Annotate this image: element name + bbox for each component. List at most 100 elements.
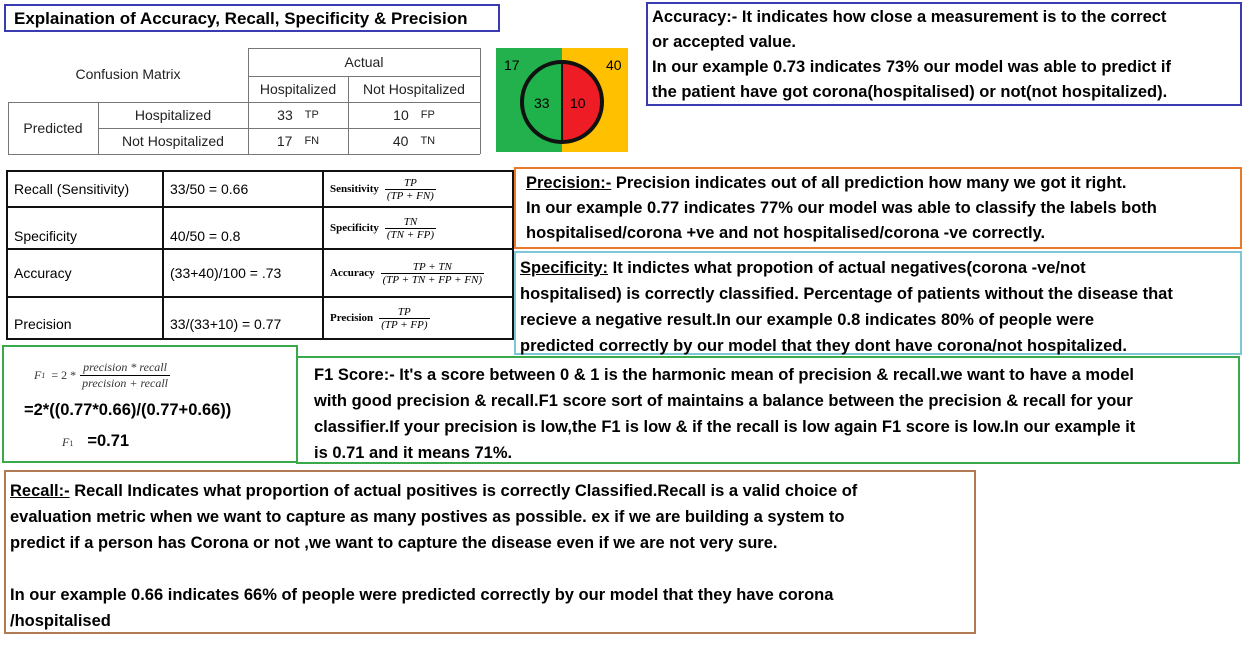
accuracy-num: TP + TN: [412, 260, 452, 273]
f1-result: =0.71: [87, 432, 130, 450]
precision-formula: Precision TP (TP + FP): [324, 298, 512, 338]
specificity-heading: Specificity:: [520, 259, 609, 277]
page-title: Explaination of Accuracy, Recall, Specif…: [4, 4, 500, 32]
col-not-hospitalized: Not Hospitalized: [363, 81, 465, 97]
specificity-line: recieve a negative result.In our example…: [520, 311, 1095, 329]
cm-divider: [248, 48, 249, 154]
cm-divider: [480, 48, 481, 154]
cm-divider: [248, 48, 480, 49]
confusion-pie-graphic: 17 40 33 10: [496, 48, 628, 152]
tn-label: TN: [420, 135, 436, 147]
f1-line: classifier.If your precision is low,the …: [314, 418, 1136, 436]
recall-den: (TP + FN): [384, 188, 436, 202]
precision-heading: Precision:-: [526, 174, 612, 192]
precision-line1-text: Precision indicates out of all predictio…: [611, 174, 1127, 192]
precision-line: hospitalised/corona +ve and not hospital…: [526, 224, 1046, 242]
f1-line: F1 Score:- It's a score between 0 & 1 is…: [314, 366, 1135, 384]
cm-divider: [8, 102, 9, 154]
specificity-den: (TN + FP): [384, 227, 437, 241]
f1-line: with good precision & recall.F1 score so…: [314, 392, 1133, 410]
f1-explanation: F1 Score:- It's a score between 0 & 1 is…: [296, 356, 1240, 464]
pie-tn-label: 40: [606, 57, 622, 73]
f1-eq: = 2 *: [51, 367, 77, 382]
metrics-divider: [322, 172, 324, 338]
cm-divider: [98, 128, 480, 129]
recall-line: Recall:- Recall Indicates what proportio…: [10, 478, 970, 504]
recall-line: predict if a person has Corona or not ,w…: [10, 534, 778, 552]
precision-formula-name: Precision: [330, 312, 374, 324]
recall-line: In our example 0.66 indicates 66% of peo…: [10, 586, 834, 604]
accuracy-line: Accuracy:- It indicates how close a meas…: [652, 8, 1167, 26]
tn-cell: 40 TN: [348, 128, 480, 154]
pie-fn-label: 17: [504, 57, 520, 73]
specificity-formula: Specificity TN (TN + FP): [324, 208, 512, 248]
accuracy-line: In our example 0.73 indicates 73% our mo…: [652, 58, 1171, 76]
accuracy-explanation: Accuracy:- It indicates how close a meas…: [646, 2, 1242, 106]
f1-num: precision * recall: [83, 359, 167, 374]
fn-value: 17: [276, 133, 293, 149]
recall-heading: Recall:-: [10, 482, 70, 500]
cm-divider: [8, 102, 480, 103]
f1-lhs: F: [34, 367, 42, 382]
recall-spacer: [10, 556, 970, 582]
confusion-matrix: Confusion Matrix Actual Hospitalized Not…: [8, 48, 492, 156]
accuracy-den: (TP + TN + FP + FN): [380, 272, 485, 286]
recall-explanation: Recall:- Recall Indicates what proportio…: [4, 470, 976, 634]
accuracy-name: Accuracy: [14, 265, 72, 281]
specificity-num: TN: [403, 215, 418, 228]
f1-calc: =2*((0.77*0.66)/(0.77+0.66)): [24, 401, 232, 419]
fp-cell: 10 FP: [348, 102, 480, 128]
specificity-name: Specificity: [14, 228, 78, 244]
recall-name: Recall (Sensitivity): [14, 181, 130, 197]
pie-tp-label: 33: [534, 95, 550, 111]
precision-explanation: Precision:- Precision indicates out of a…: [514, 167, 1242, 249]
predicted-label: Predicted: [23, 120, 83, 136]
metrics-divider: [8, 296, 512, 298]
cm-divider: [98, 102, 99, 154]
row-not-hospitalized: Not Hospitalized: [122, 133, 224, 149]
recall-num: TP: [403, 176, 417, 189]
recall-formula: Sensitivity TP (TP + FN): [324, 172, 512, 206]
specificity-formula-name: Specificity: [330, 222, 379, 234]
pie-outline: [520, 60, 604, 144]
recall-line1-text: Recall Indicates what proportion of actu…: [69, 482, 858, 500]
precision-den: (TP + FP): [379, 317, 430, 331]
actual-label: Actual: [344, 54, 384, 70]
recall-calc: 33/50 = 0.66: [170, 181, 249, 197]
tp-label: TP: [304, 109, 319, 121]
specificity-line: Specificity: It indictes what propotion …: [520, 255, 1236, 281]
metrics-divider: [8, 206, 512, 208]
accuracy-formula: Accuracy TP + TN (TP + TN + FP + FN): [324, 250, 512, 296]
metrics-table: Recall (Sensitivity) 33/50 = 0.66 Sensit…: [6, 170, 514, 340]
precision-name: Precision: [14, 316, 72, 332]
precision-line: In our example 0.77 indicates 77% our mo…: [526, 199, 1157, 217]
accuracy-calc: (33+40)/100 = .73: [170, 265, 282, 281]
fp-value: 10: [393, 107, 409, 123]
specificity-explanation: Specificity: It indictes what propotion …: [514, 251, 1242, 355]
f1-result-lhs: F: [62, 435, 70, 449]
f1-line: is 0.71 and it means 71%.: [314, 444, 513, 462]
precision-calc: 33/(33+10) = 0.77: [170, 316, 282, 332]
specificity-line: predicted correctly by our model that th…: [520, 337, 1127, 355]
fn-cell: 17 FN: [248, 128, 348, 154]
cm-divider: [248, 76, 480, 77]
recall-line: evaluation metric when we want to captur…: [10, 508, 845, 526]
specificity-line1-text: It indictes what propotion of actual neg…: [608, 259, 1086, 277]
tp-cell: 33 TP: [248, 102, 348, 128]
recall-formula-name: Sensitivity: [330, 183, 379, 195]
fn-label: FN: [304, 135, 320, 147]
tn-value: 40: [392, 133, 409, 149]
accuracy-line: or accepted value.: [652, 33, 796, 51]
fp-label: FP: [420, 109, 435, 121]
f1-den: precision + recall: [80, 374, 170, 390]
precision-num: TP: [397, 305, 411, 318]
recall-line: /hospitalised: [10, 612, 111, 630]
accuracy-line: the patient have got corona(hospitalised…: [652, 83, 1168, 101]
cm-divider: [8, 154, 480, 155]
specificity-calc: 40/50 = 0.8: [170, 228, 241, 244]
specificity-line: hospitalised) is correctly classified. P…: [520, 285, 1173, 303]
metrics-divider: [162, 172, 164, 338]
